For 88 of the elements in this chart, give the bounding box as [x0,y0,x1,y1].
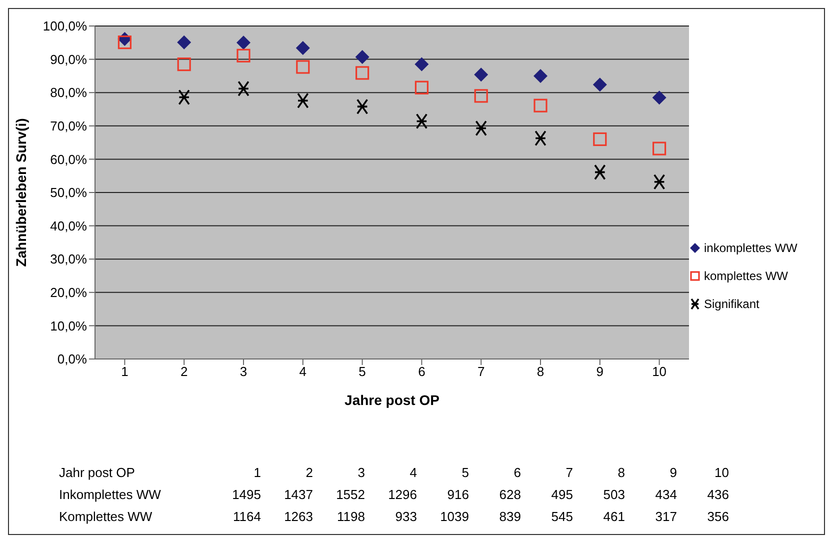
text: 9 [668,464,677,480]
point [474,68,488,82]
point [414,80,428,94]
text: 436 [706,486,729,502]
point [238,80,250,97]
point [416,113,428,130]
point [296,40,310,55]
x-tick-label: 3 [240,364,248,380]
y-tick-label: 0,0% [57,352,88,367]
text: 2 [304,464,313,480]
text: 1437 [283,486,313,502]
text: 10 [714,464,729,480]
x-tick-label: 8 [536,364,544,380]
text: 1198 [336,508,365,524]
point [594,164,606,180]
point [414,57,429,72]
text: Inkomplettes WW [59,486,162,502]
point [236,36,250,50]
point [592,78,607,92]
text: 4 [408,464,417,480]
text: 317 [654,508,677,524]
text: 545 [550,508,573,524]
text: Jahr post OP [59,464,136,480]
point [355,50,370,64]
x-tick-label: 2 [180,364,188,380]
y-tick-label: 60,0% [50,152,88,167]
text: 8 [616,464,625,480]
point [118,32,132,46]
text: 839 [498,508,521,524]
y-tick-label: 50,0% [50,185,88,200]
y-tick-label: 30,0% [50,252,88,267]
text: 3 [356,464,365,480]
y-tick-label: 100,0% [42,18,88,34]
point [593,132,607,146]
text: 933 [394,508,417,524]
text: 7 [564,464,573,480]
text: 916 [446,486,469,502]
text: 1296 [387,486,417,502]
legend-label: inkomplettes WW [704,240,798,257]
point [177,35,192,50]
point [534,130,546,146]
x-tick-label: 10 [652,364,667,380]
x-tick-label: 6 [418,364,426,380]
text: 1039 [439,508,469,524]
text: 6 [512,464,521,480]
legend-label: Signifikant [704,296,760,313]
point [296,60,310,74]
text: 628 [498,486,521,502]
y-tick-label: 90,0% [50,52,88,67]
text: 356 [706,508,729,524]
text: 434 [654,486,677,502]
point [177,57,191,72]
point [475,120,487,136]
text: 495 [550,486,573,502]
text: 1495 [231,486,261,502]
point [474,89,488,103]
point [297,92,309,108]
x-tick-label: 4 [299,364,307,380]
point [178,89,190,106]
point [356,98,368,114]
text: 1164 [232,508,261,524]
text: 461 [602,508,625,524]
legend-label: komplettes WW [704,268,788,285]
x-axis-title: Jahre post OP [344,392,440,408]
point [118,36,132,50]
text: Komplettes WW [59,508,154,524]
x-tick-label: 9 [596,364,604,380]
text: 1552 [335,486,365,502]
point [654,174,666,190]
x-tick-label: 7 [477,364,485,380]
point [356,66,370,80]
y-tick-label: 10,0% [50,318,88,334]
text: 503 [602,486,625,502]
point [652,142,666,156]
y-tick-label: 80,0% [50,85,88,100]
x-tick-label: 1 [121,364,128,380]
x-tick-label: 5 [358,364,366,380]
y-tick-label: 20,0% [50,285,88,300]
y-axis-title: Zahnüberleben Surv(i) [12,118,29,267]
point [534,68,548,83]
text: 5 [460,464,469,480]
text: 1263 [283,508,313,524]
point [534,98,548,112]
point [236,48,250,62]
point [652,90,666,105]
y-tick-label: 40,0% [50,218,88,234]
y-tick-label: 70,0% [50,118,88,134]
text: 1 [252,464,261,480]
